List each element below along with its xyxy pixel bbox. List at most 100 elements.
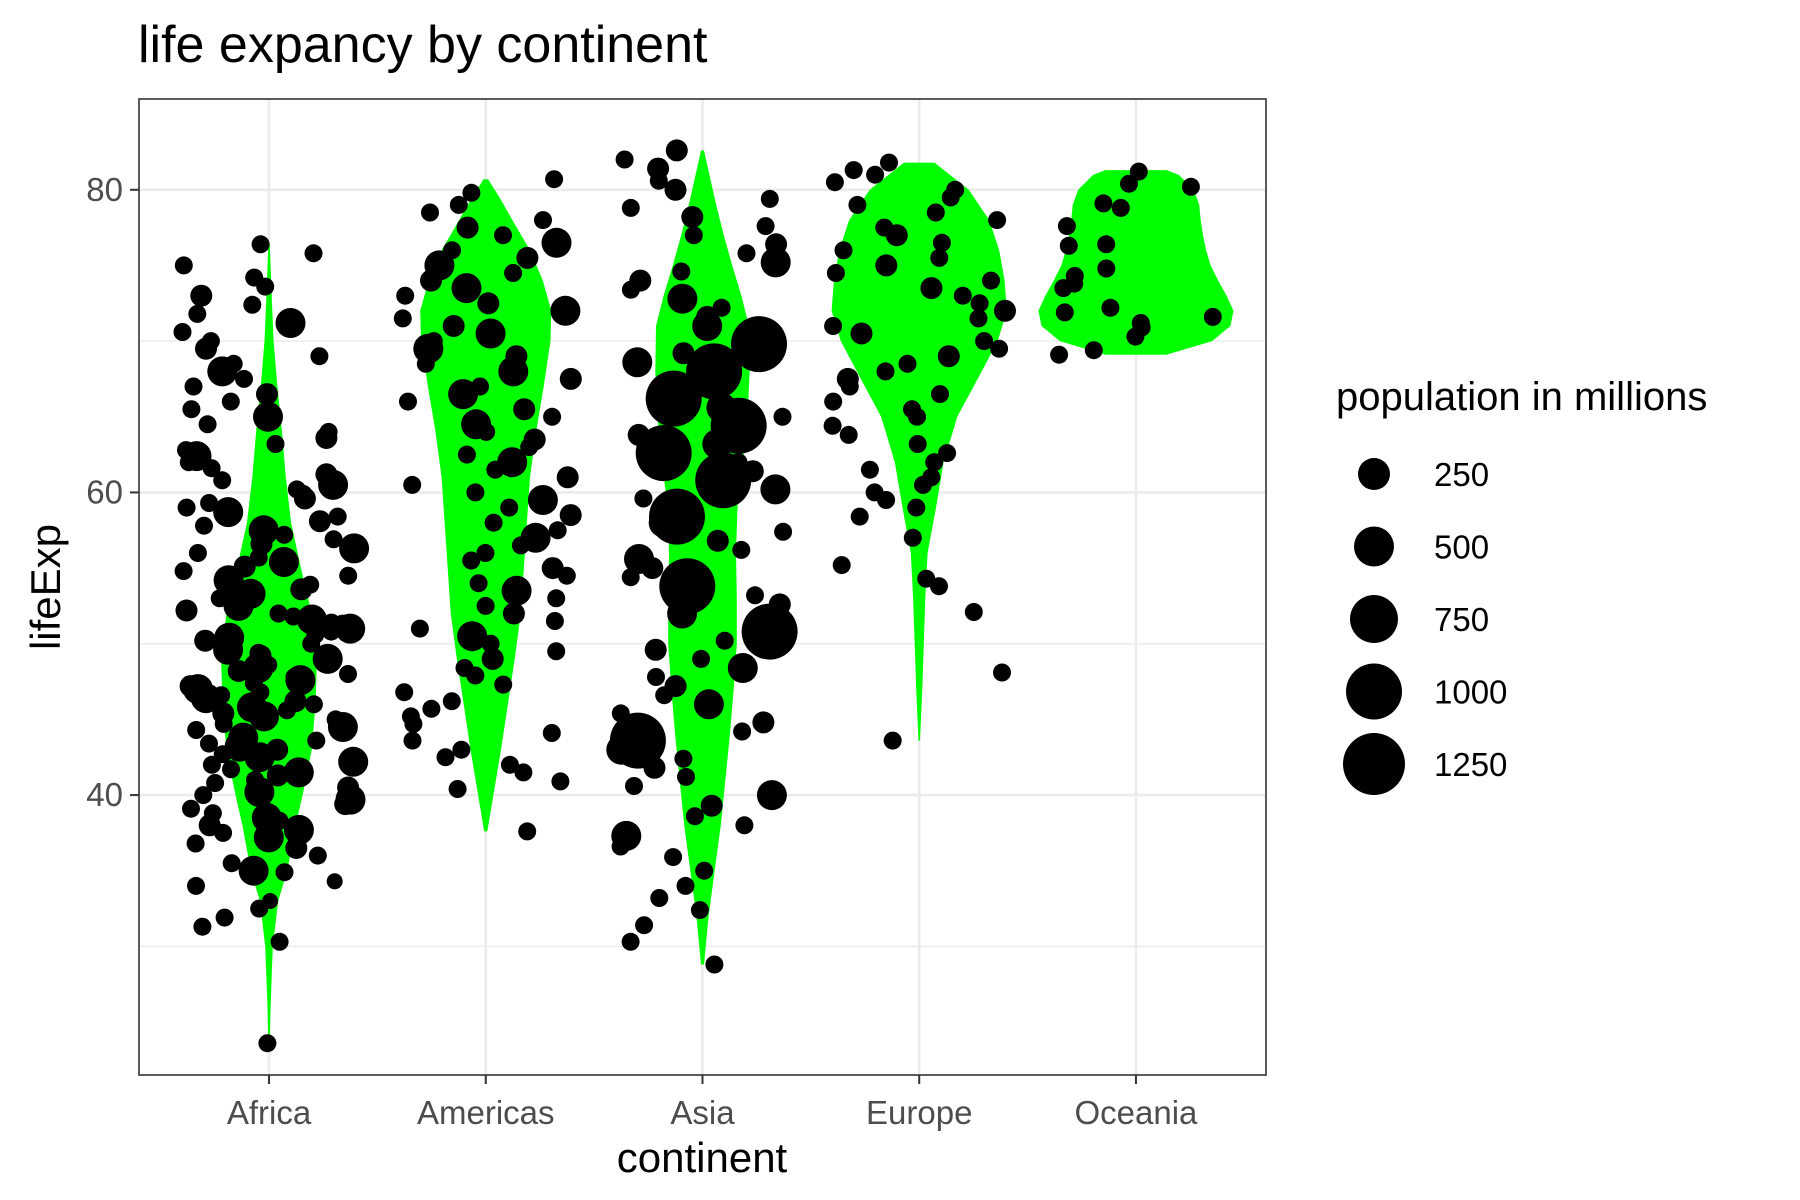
data-point-europe [938,444,957,463]
data-point-africa [221,392,240,411]
data-point-oceania [1097,235,1116,254]
data-point-africa [310,347,329,366]
data-point-africa [179,675,202,698]
data-point-africa [253,401,283,432]
data-point-americas [547,642,566,661]
data-point-americas [481,647,504,670]
data-point-asia [664,675,687,698]
data-point-africa [224,354,243,373]
data-point-europe [824,317,843,335]
data-point-americas [551,772,570,791]
data-point-europe [917,569,936,588]
data-point-americas [500,498,519,517]
data-point-africa [256,383,278,406]
data-point-europe [834,241,853,260]
legend-key-500 [1354,526,1394,567]
data-point-oceania [1120,174,1138,193]
data-point-asia [693,689,724,720]
data-point-asia [609,712,666,769]
data-point-oceania [1059,236,1078,255]
data-point-africa [215,908,234,927]
data-point-asia [629,269,652,292]
data-point-africa [324,530,343,549]
data-point-americas [513,398,536,421]
data-point-americas [559,367,582,390]
data-point-europe [860,460,879,479]
legend-title: population in millions [1336,375,1707,419]
data-point-americas [494,675,513,694]
data-point-asia [621,932,640,951]
data-point-africa [326,873,343,890]
data-point-africa [268,547,299,577]
data-point-europe [903,528,922,547]
data-point-americas [550,295,581,326]
data-point-asia [676,876,695,895]
data-point-africa [339,533,370,564]
data-point-europe [982,271,1000,290]
y-tick-label: 80 [86,171,123,208]
violin-oceania [1038,170,1234,355]
data-point-americas [500,755,519,774]
data-point-asia [727,653,758,683]
data-point-asia [635,425,692,482]
data-point-americas [455,659,474,677]
x-axis-title: continent [617,1134,788,1181]
data-point-africa [339,566,358,585]
data-point-asia [746,586,764,605]
data-point-americas [469,574,488,593]
data-point-europe [880,153,898,172]
data-point-africa [285,668,304,686]
data-point-americas [542,724,561,742]
x-axis: Africa Americas Asia Europe Oceania [227,1075,1198,1131]
data-point-asia [644,638,667,661]
data-point-americas [442,692,461,711]
legend-key-250 [1358,458,1390,490]
data-point-africa [315,463,338,486]
data-point-americas [504,264,523,282]
data-point-americas [547,589,566,608]
data-point-americas [403,475,422,494]
data-point-asia [660,496,683,519]
data-point-europe [964,603,983,621]
data-point-africa [186,834,205,853]
data-point-asia [615,150,634,169]
data-point-americas [505,345,528,368]
data-point-africa [175,599,198,622]
data-point-africa [245,268,264,287]
data-point-americas [422,699,441,718]
data-point-africa [188,544,207,562]
data-point-africa [319,422,338,441]
data-point-asia [705,955,724,974]
data-point-asia [765,233,788,256]
data-point-africa [275,525,294,544]
data-point-oceania [1057,217,1076,236]
data-point-americas [457,621,488,652]
data-point-africa [275,308,306,338]
data-point-africa [249,643,268,662]
data-point-africa [301,575,320,594]
violin-americas [420,179,552,832]
data-point-africa [213,497,244,528]
data-point-asia [700,794,723,817]
data-point-africa [214,622,245,653]
data-point-asia [647,668,665,686]
data-point-americas [518,822,537,841]
data-point-asia [773,407,792,426]
data-point-americas [395,683,414,702]
data-point-asia [760,189,779,208]
data-point-asia [729,453,748,472]
data-point-americas [456,216,479,239]
data-point-americas [494,226,512,245]
data-point-americas [502,602,525,625]
data-point-africa [308,510,331,533]
data-point-americas [396,286,415,305]
data-point-americas [424,332,443,351]
data-point-americas [393,309,412,328]
data-point-americas [501,575,532,606]
data-point-asia [696,305,719,328]
data-point-africa [213,471,232,490]
legend-label-500: 500 [1434,529,1489,566]
data-point-africa [194,786,213,805]
legend-key-1000 [1346,663,1402,720]
